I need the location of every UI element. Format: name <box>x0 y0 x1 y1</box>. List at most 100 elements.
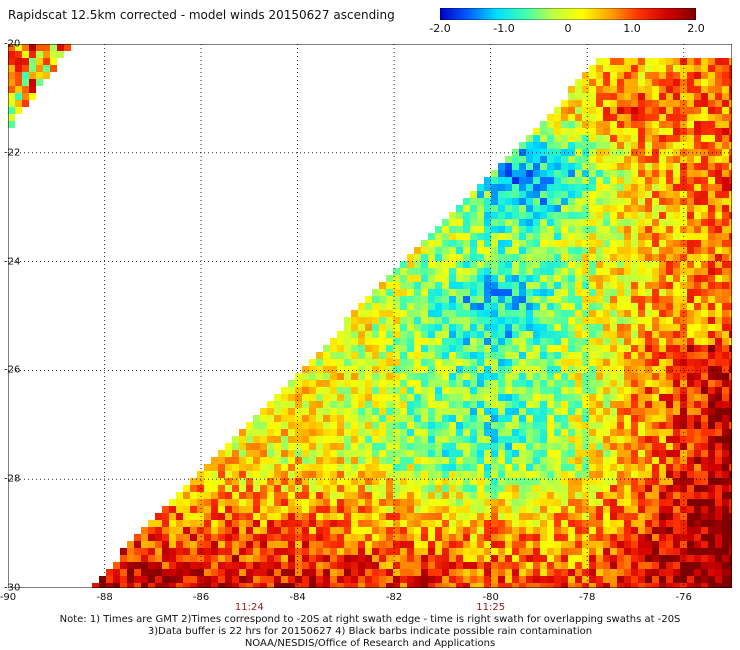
wind-cell <box>477 191 484 198</box>
wind-cell <box>659 562 666 569</box>
wind-cell <box>715 429 722 436</box>
wind-cell <box>442 317 449 324</box>
wind-cell <box>673 513 680 520</box>
wind-cell <box>645 100 652 107</box>
wind-cell <box>701 107 708 114</box>
wind-cell <box>477 534 484 541</box>
wind-cell <box>575 254 582 261</box>
wind-cell <box>729 282 732 289</box>
wind-cell <box>358 345 365 352</box>
wind-cell <box>484 422 491 429</box>
wind-cell <box>239 569 246 576</box>
wind-cell <box>673 58 680 65</box>
wind-cell <box>568 513 575 520</box>
wind-cell <box>645 527 652 534</box>
wind-cell <box>428 457 435 464</box>
wind-cell <box>309 513 316 520</box>
wind-cell <box>680 282 687 289</box>
wind-cell <box>393 359 400 366</box>
wind-cell <box>526 198 533 205</box>
wind-cell <box>176 520 183 527</box>
wind-cell <box>715 121 722 128</box>
wind-cell <box>680 142 687 149</box>
wind-cell <box>680 254 687 261</box>
wind-cell <box>274 471 281 478</box>
wind-cell <box>659 268 666 275</box>
wind-cell <box>456 275 463 282</box>
wind-cell <box>554 422 561 429</box>
wind-cell <box>505 443 512 450</box>
wind-cell <box>722 219 729 226</box>
wind-cell <box>372 499 379 506</box>
wind-cell <box>722 464 729 471</box>
wind-cell <box>414 317 421 324</box>
wind-cell <box>722 373 729 380</box>
wind-cell <box>120 583 127 588</box>
wind-cell <box>666 289 673 296</box>
wind-cell <box>596 527 603 534</box>
wind-cell <box>680 534 687 541</box>
wind-cell <box>449 520 456 527</box>
wind-cell <box>554 114 561 121</box>
wind-cell <box>680 296 687 303</box>
wind-cell <box>246 555 253 562</box>
wind-cell <box>589 366 596 373</box>
wind-cell <box>575 555 582 562</box>
wind-cell <box>624 387 631 394</box>
wind-cell <box>449 352 456 359</box>
wind-cell <box>428 345 435 352</box>
wind-cell <box>547 317 554 324</box>
wind-cell <box>239 541 246 548</box>
wind-cell <box>666 331 673 338</box>
wind-cell <box>596 478 603 485</box>
wind-cell <box>652 93 659 100</box>
wind-cell <box>337 485 344 492</box>
wind-cell <box>330 457 337 464</box>
wind-cell <box>316 394 323 401</box>
wind-cell <box>659 345 666 352</box>
wind-cell <box>610 177 617 184</box>
wind-cell <box>309 555 316 562</box>
wind-cell <box>281 415 288 422</box>
wind-cell <box>575 331 582 338</box>
wind-cell <box>533 261 540 268</box>
wind-cell <box>687 485 694 492</box>
wind-cell <box>477 520 484 527</box>
wind-cell <box>680 492 687 499</box>
wind-cell <box>603 268 610 275</box>
wind-cell <box>358 338 365 345</box>
wind-cell <box>330 520 337 527</box>
wind-cell <box>253 457 260 464</box>
wind-cell <box>351 436 358 443</box>
wind-cell <box>442 457 449 464</box>
wind-cell <box>575 394 582 401</box>
wind-cell <box>659 198 666 205</box>
wind-cell <box>554 184 561 191</box>
wind-cell <box>715 499 722 506</box>
wind-cell <box>246 569 253 576</box>
wind-cell <box>323 499 330 506</box>
wind-cell <box>624 583 631 588</box>
wind-cell <box>645 394 652 401</box>
wind-cell <box>449 240 456 247</box>
wind-cell <box>631 338 638 345</box>
wind-cell <box>694 170 701 177</box>
wind-cell <box>652 366 659 373</box>
wind-cell <box>358 527 365 534</box>
wind-cell <box>694 121 701 128</box>
wind-cell <box>701 79 708 86</box>
wind-cell <box>694 506 701 513</box>
wind-cell <box>379 520 386 527</box>
wind-cell <box>274 527 281 534</box>
wind-cell <box>197 520 204 527</box>
wind-cell <box>547 548 554 555</box>
wind-cell <box>631 107 638 114</box>
wind-cell <box>729 317 732 324</box>
wind-cell <box>610 464 617 471</box>
wind-cell <box>330 534 337 541</box>
wind-cell <box>708 226 715 233</box>
wind-cell <box>547 198 554 205</box>
wind-cell <box>547 408 554 415</box>
wind-cell <box>596 121 603 128</box>
wind-cell <box>435 296 442 303</box>
